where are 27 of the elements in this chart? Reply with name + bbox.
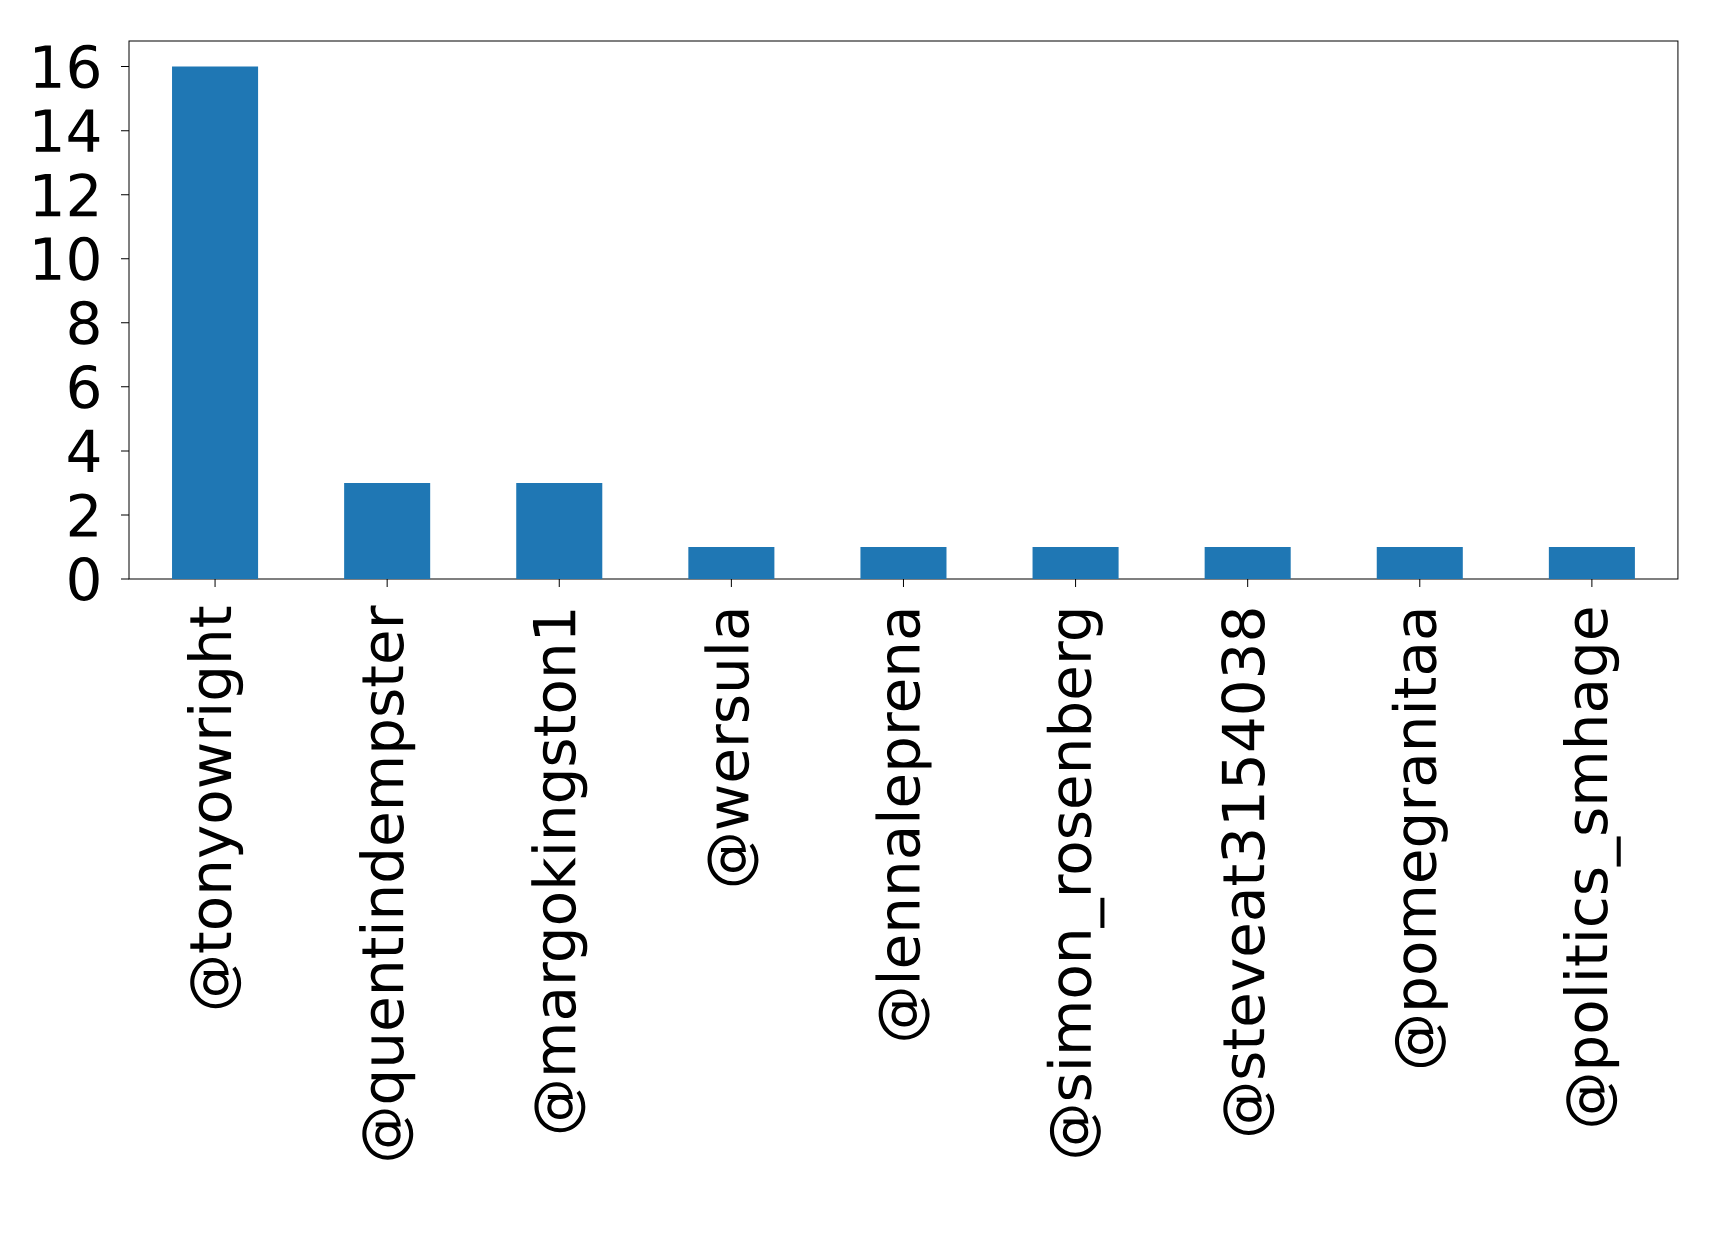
bar [860,546,947,579]
y-tick-label: 14 [35,109,100,152]
x-tick-label: @margokingston1 [531,610,588,1133]
y-tick-label: 4 [68,429,100,473]
y-tick-label: 6 [69,364,99,409]
bar [1548,546,1635,579]
x-tick-label: @simon_rosenberg [1046,610,1105,1157]
x-tick-label: @politics_smhage [1563,608,1621,1126]
y-tick-label: 16 [35,44,99,89]
y-tick-label: 12 [35,173,97,217]
bar [172,66,259,579]
x-tick-label: @lennaleprena [875,610,932,1040]
x-tick-label: @tonyowright [186,606,244,1009]
bar [1204,546,1291,579]
y-tick-label: 8 [69,300,99,345]
x-tick-label: @steveat3154038 [1221,609,1275,1135]
bar [688,546,775,579]
bar [1376,546,1463,579]
y-tick-label: 0 [69,557,99,601]
x-tick-label: @quentindempster [359,605,416,1160]
bar [344,482,431,579]
y-tick-label: 2 [69,493,97,537]
bar [516,482,603,579]
x-tick-label: @pomegranitaa [1391,610,1448,1068]
bar [1032,546,1119,579]
y-tick-label: 10 [35,236,99,281]
x-tick-label: @wersula [704,610,759,886]
